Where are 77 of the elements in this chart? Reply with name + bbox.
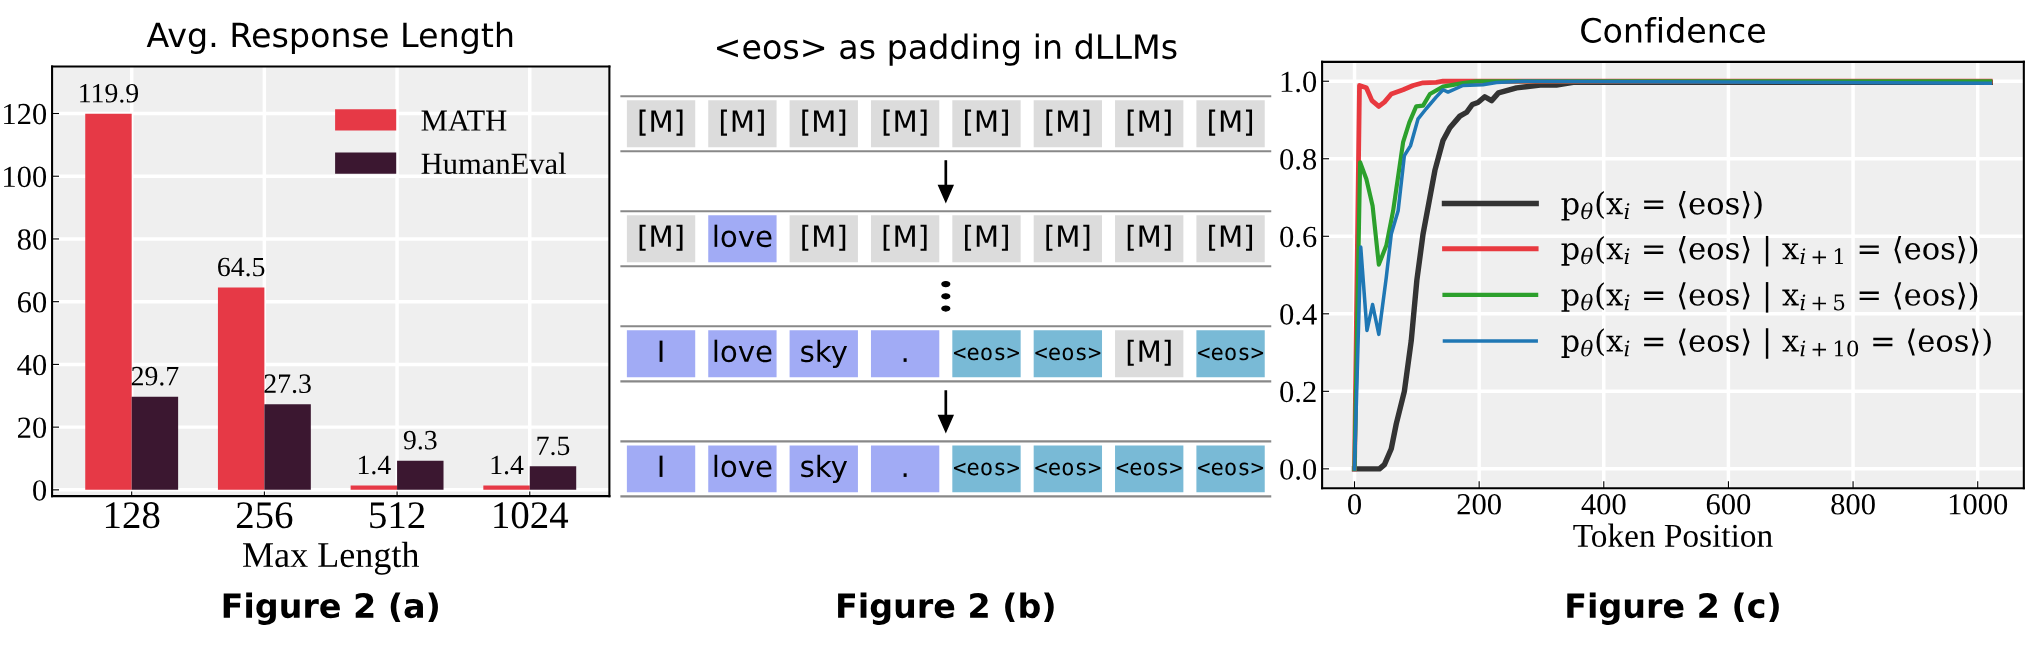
legend-label: HumanEval [421,152,566,175]
text: <eos> [954,347,1019,361]
x-tick-label: 0 [1348,493,1361,515]
y-tick-label: 120 [4,103,47,125]
text: [M] [1127,109,1171,136]
text: love [714,339,772,363]
caption: Figure 2 (c) [1567,592,1779,625]
y-tick-label: 1.0 [1281,71,1317,93]
x-axis-title: Token Position [1573,523,1773,548]
text: sky [801,454,848,483]
text: <eos> [1198,462,1264,476]
y-tick-label: 0.6 [1280,226,1317,248]
text: love [714,454,772,478]
y-tick-label: 0.2 [1280,381,1316,403]
y-tick-label: 80 [17,229,47,250]
caption: Figure 2 (a) [223,592,438,625]
text: [M] [965,109,1008,136]
text: [M] [802,109,846,136]
chart-title: Confidence [1581,17,1765,43]
y-tick-label: 40 [17,354,47,376]
data-label: 1.4 [358,455,391,475]
y-tick-label: 100 [4,166,47,188]
y-tick-label: 0 [33,480,47,501]
x-tick-label: 200 [1457,493,1501,515]
text: [M] [1127,339,1171,366]
text: . [903,358,907,362]
y-tick-label: 0.8 [1280,149,1317,170]
chart-title: Avg. Response Length [146,21,513,54]
x-tick-label: 600 [1706,493,1751,515]
text: <eos> as padding in dLLMs [717,33,1177,66]
x-tick-label: 1024 [494,502,569,529]
data-label: 1.4 [491,455,524,475]
y-tick-label: 0.4 [1280,304,1317,325]
text: love [714,224,772,248]
text: [M] [1046,109,1090,136]
x-tick-label: 1000 [1949,493,2008,515]
text: [M] [639,109,683,136]
text: [M] [965,224,1008,251]
x-axis-title: Max Length [243,541,420,575]
x-tick-label: 400 [1581,493,1626,515]
text: [M] [1127,224,1171,251]
legend-label: p$_{θ}$(x$_{i}$ = ⟨eos⟩) [1561,191,1762,221]
data-label: 9.3 [403,430,437,450]
text: <eos> [1035,462,1101,476]
text: [M] [639,224,683,251]
legend-label: MATH [421,110,507,131]
legend-label: p$_{θ}$(x$_{i}$ = ⟨eos⟩ | x$_{i+5}$ = ⟨eos⟩) [1561,282,1978,313]
text: <eos> [1198,347,1264,361]
data-label: 7.5 [537,436,570,456]
x-tick-label: 256 [236,502,293,529]
data-label: 64.5 [218,257,265,277]
y-tick-label: 0.0 [1280,459,1317,480]
text: [M] [720,109,764,136]
x-tick-label: 128 [105,502,160,529]
text: <eos> [1116,462,1182,476]
data-label: 27.3 [264,374,311,394]
text: I [659,340,663,362]
text: <eos> [954,462,1019,476]
text: . [903,473,907,477]
legend-label: p$_{θ}$(x$_{i}$ = ⟨eos⟩ | x$_{i+1}$ = ⟨eos⟩) [1561,235,1978,267]
text: <eos> [1035,347,1101,361]
data-label: 119.9 [80,83,139,103]
data-label: 29.7 [131,366,179,386]
y-tick-label: 60 [17,291,47,313]
text: [M] [802,224,846,251]
text: [M] [1046,224,1090,251]
text: [M] [1209,109,1253,136]
legend-label: p$_{θ}$(x$_{i}$ = ⟨eos⟩ | x$_{i+10}$ = ⟨eos⟩) [1561,328,1991,359]
text: I [659,455,663,477]
caption: Figure 2 (b) [838,592,1054,625]
text: [M] [883,109,927,136]
text: sky [801,339,848,368]
text: [M] [883,224,927,251]
text: [M] [1209,224,1253,251]
x-tick-label: 800 [1831,493,1875,515]
y-tick-label: 20 [18,417,47,439]
x-tick-label: 512 [370,502,425,529]
